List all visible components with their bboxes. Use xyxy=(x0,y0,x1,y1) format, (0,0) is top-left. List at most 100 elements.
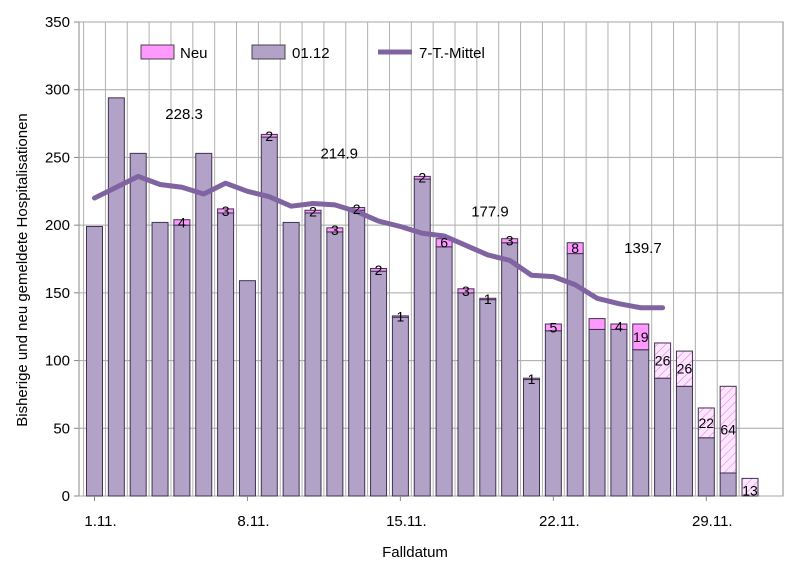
moving-average xyxy=(92,173,666,311)
y-axis: 0 50 100 150 200 250 300 350 xyxy=(45,14,79,505)
bar-0112-13 xyxy=(348,209,366,497)
bar-label-7: 3 xyxy=(222,203,230,219)
avg-annotation-0: 228.3 xyxy=(165,106,203,123)
bar-label-30: 64 xyxy=(720,422,736,438)
bar-0112-20 xyxy=(501,242,519,497)
bar-neu-26 xyxy=(632,323,650,351)
legend: Neu 01.12 7-T.-Mittel xyxy=(140,44,485,62)
bar-0112-9 xyxy=(260,136,278,497)
x-tick-label: 29.11. xyxy=(692,513,733,530)
bar-neu-19 xyxy=(479,297,497,301)
bar-neu-27 xyxy=(654,342,672,379)
bar-0112-5 xyxy=(173,224,191,497)
bar-label-28: 26 xyxy=(677,361,693,377)
bar-0112-2 xyxy=(107,97,125,497)
bar-label-12: 3 xyxy=(331,222,339,238)
avg-annotation-1: 214.9 xyxy=(320,145,358,162)
bar-label-27: 26 xyxy=(655,353,671,369)
legend-swatch-neu xyxy=(140,44,175,60)
bar-neu-16 xyxy=(413,175,431,180)
bar-neu-31 xyxy=(741,477,759,497)
bar-0112-8 xyxy=(238,280,256,497)
bar-neu-14 xyxy=(370,267,388,272)
bar-neu-30 xyxy=(719,385,737,474)
bar-neu-25 xyxy=(610,323,628,330)
bar-neu-7 xyxy=(217,208,235,214)
x-tick-label: 22.11. xyxy=(539,513,580,530)
bar-0112-6 xyxy=(195,152,213,497)
y-tick-label: 350 xyxy=(45,14,70,31)
legend-label-0112: 01.12 xyxy=(292,45,330,62)
avg-annotation-2: 177.9 xyxy=(471,204,509,221)
bar-0112-26 xyxy=(632,349,650,497)
bar-label-21: 1 xyxy=(528,371,536,387)
bar-0112-14 xyxy=(370,270,388,497)
bar-label-19: 1 xyxy=(484,291,492,307)
bar-0112-17 xyxy=(435,246,453,497)
bar-0112-7 xyxy=(217,212,235,497)
x-axis: 1.11. 8.11. 15.11. 22.11. 29.11. xyxy=(84,496,733,530)
bar-0112-27 xyxy=(654,377,672,497)
bar-neu-23 xyxy=(566,242,584,255)
bar-0112-24 xyxy=(588,328,606,497)
bar-0112-21 xyxy=(523,379,540,497)
bar-label-16: 2 xyxy=(418,170,426,186)
bar-label-20: 3 xyxy=(506,233,514,249)
bar-label-31: 13 xyxy=(742,482,758,498)
y-axis-title: Bisherige und neu gemeldete Hospitalisat… xyxy=(14,113,31,427)
legend-label-neu: Neu xyxy=(180,45,208,62)
legend-swatch-0112 xyxy=(251,44,286,60)
bar-0112-1 xyxy=(86,225,103,497)
bar-label-11: 2 xyxy=(309,204,317,220)
bar-0112-15 xyxy=(391,316,409,497)
bar-label-25: 4 xyxy=(615,319,623,335)
bar-label-9: 2 xyxy=(265,128,273,144)
bar-0112-11 xyxy=(304,212,322,497)
bar-label-15: 1 xyxy=(397,309,405,325)
bar-neu-9 xyxy=(260,133,278,138)
bar-neu-15 xyxy=(391,315,409,318)
bar-label-14: 2 xyxy=(375,262,383,278)
x-tick-label: 15.11. xyxy=(386,513,427,530)
x-axis-title: Falldatum xyxy=(382,544,448,561)
bar-label-26: 19 xyxy=(633,329,649,345)
bar-0112-12 xyxy=(326,231,344,497)
bars xyxy=(86,97,759,497)
y-tick-label: 100 xyxy=(45,353,70,370)
bar-neu-28 xyxy=(675,350,693,387)
y-tick-label: 150 xyxy=(45,285,70,302)
bar-0112-18 xyxy=(457,292,475,497)
bar-0112-19 xyxy=(479,299,497,497)
bar-0112-3 xyxy=(129,152,147,497)
bar-0112-28 xyxy=(675,385,693,497)
bar-0112-30 xyxy=(719,472,737,497)
bar-0112-22 xyxy=(544,330,562,497)
bar-label-29: 22 xyxy=(699,415,715,431)
bar-0112-10 xyxy=(282,221,300,497)
bar-neu-29 xyxy=(697,407,715,439)
avg-line xyxy=(92,173,666,311)
bar-label-5: 4 xyxy=(178,214,186,230)
bar-neu-21 xyxy=(523,377,540,381)
bar-0112-4 xyxy=(151,221,169,497)
bar-neu-20 xyxy=(501,238,519,244)
bar-0112-29 xyxy=(697,437,715,497)
y-tick-label: 250 xyxy=(45,149,70,166)
y-tick-label: 0 xyxy=(62,488,70,505)
bar-neu-11 xyxy=(304,209,322,214)
bar-neu-12 xyxy=(326,227,344,233)
bar-neu-5 xyxy=(173,219,191,226)
x-tick-label: 8.11. xyxy=(237,513,269,530)
y-tick-label: 300 xyxy=(45,82,70,99)
bar-neu-24 xyxy=(588,318,606,330)
bar-label-23: 8 xyxy=(571,240,579,256)
bar-0112-16 xyxy=(413,178,431,497)
bar-label-17: 6 xyxy=(440,235,448,251)
bar-label-22: 5 xyxy=(549,319,557,335)
bar-label-18: 3 xyxy=(462,283,470,299)
x-tick-label: 1.11. xyxy=(84,513,116,530)
bar-neu-22 xyxy=(544,323,562,332)
avg-annotation-3: 139.7 xyxy=(624,240,662,257)
